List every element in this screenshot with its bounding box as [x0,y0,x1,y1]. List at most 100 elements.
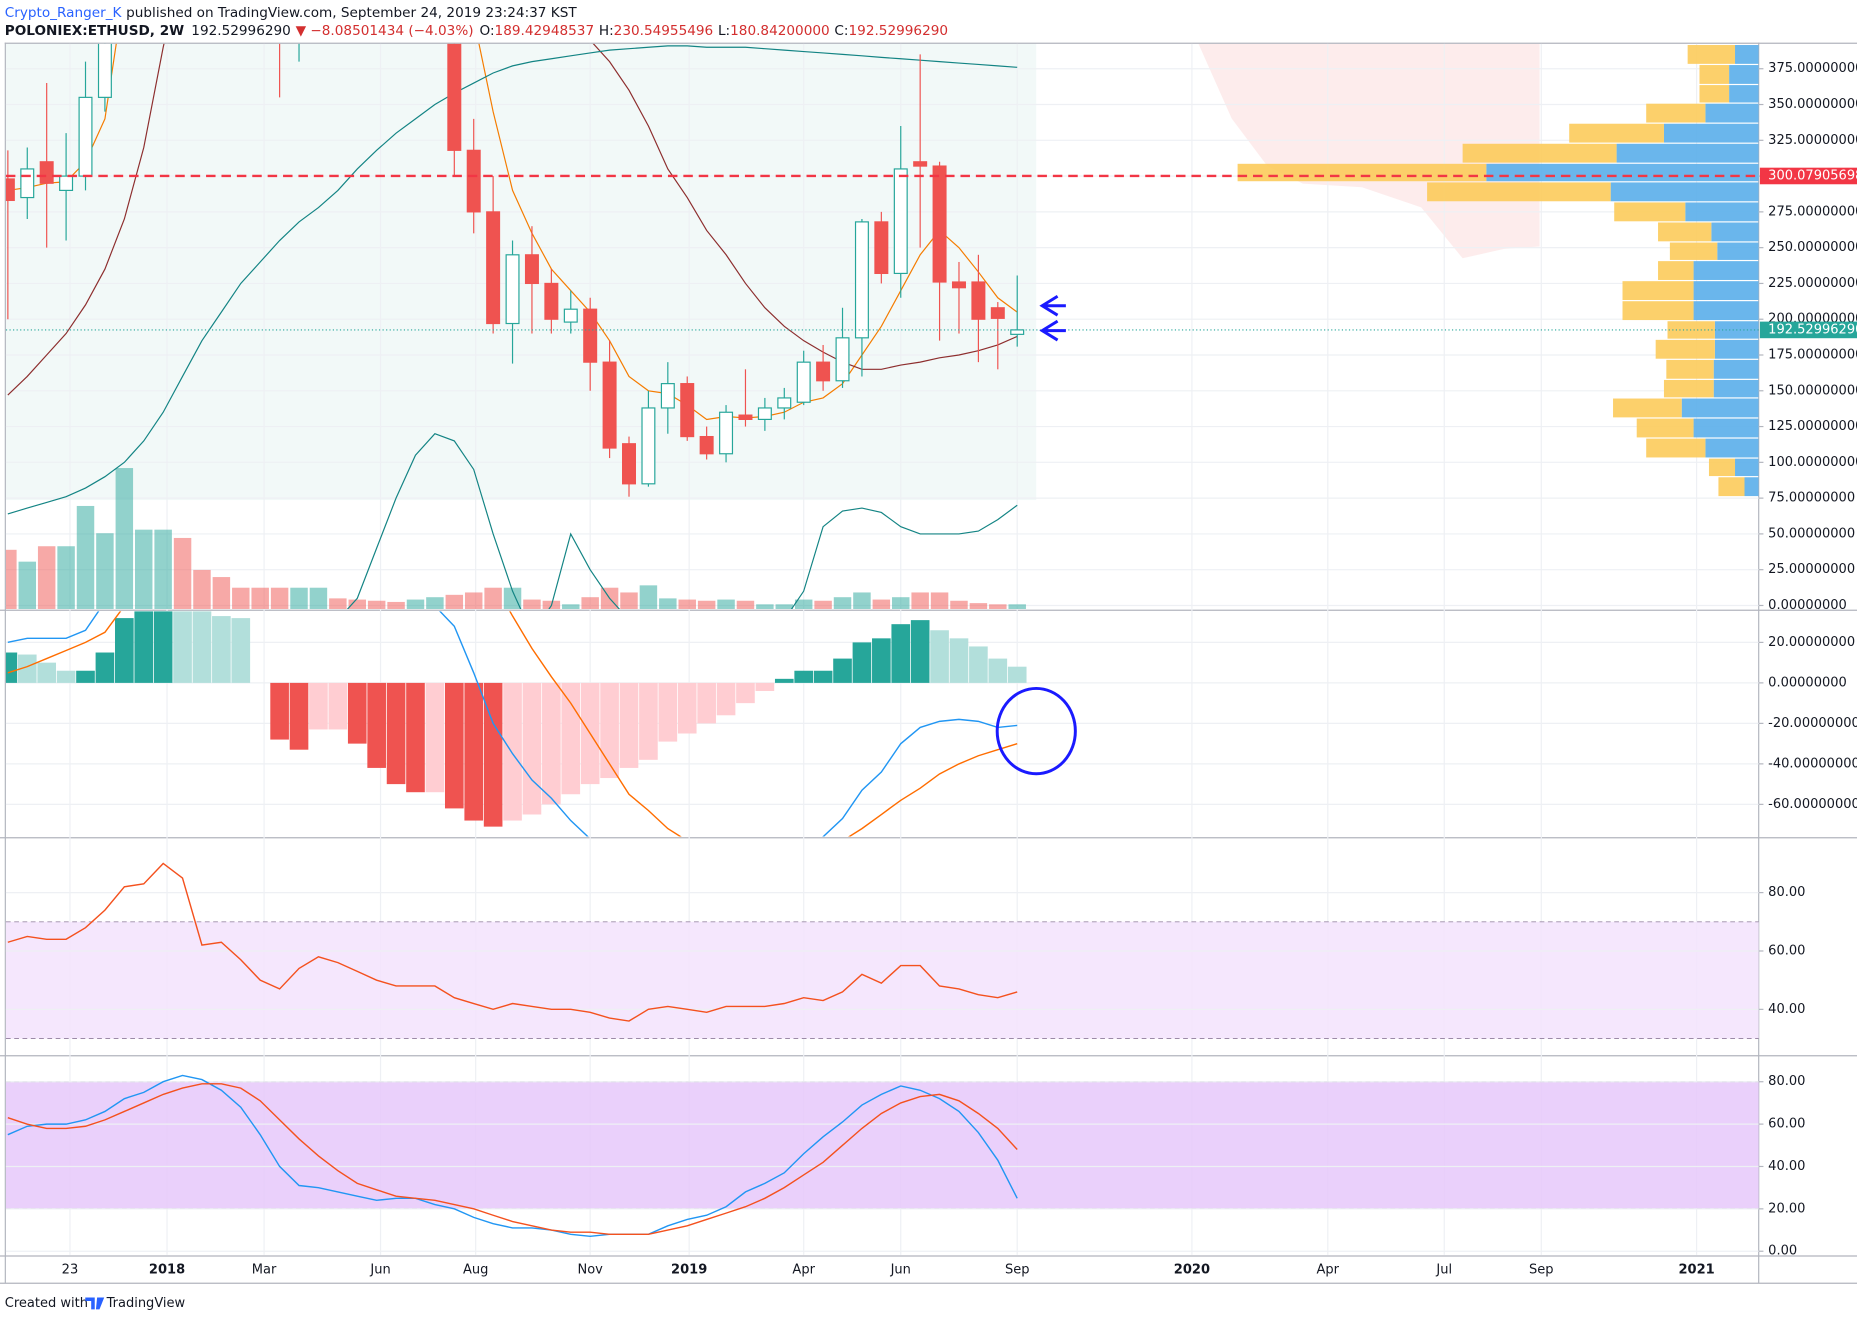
histogram-bar [115,618,134,683]
histogram-bar [736,682,755,704]
x-tick-label: Jun [369,1263,390,1278]
candle-body [893,168,908,275]
candle-body [97,43,112,98]
candle-body [78,96,93,177]
y-tick-label: 60.00 [1768,943,1805,958]
volume-bar [1008,604,1026,610]
volume-bar [969,603,988,610]
profile-bar [1622,281,1694,301]
profile-bar [1237,163,1487,182]
volume-bar [445,594,464,610]
y-tick-label: 80.00 [1768,1074,1805,1089]
change: ▼ −8.08501434 (−4.03%) [296,23,474,39]
profile-bar [1636,418,1694,438]
profile-bar [1693,261,1759,280]
pane [7,862,1018,1022]
volume-bar [426,597,444,610]
footer-brand[interactable]: TradingView [106,1296,186,1311]
candle-body [486,211,501,325]
candle-body [816,361,831,382]
ohlc-key: H: [599,23,614,39]
volume-bar [872,599,891,610]
y-tick-label: -60.00000000 [1768,797,1857,812]
circle-marker [995,686,1077,776]
profile-bar [1486,163,1759,182]
volume-bar [232,587,250,610]
volume-bar [756,604,774,610]
profile-bar [1713,359,1759,379]
profile-bar [1687,45,1736,64]
volume-bar [406,599,425,610]
ohlc-key: O: [480,23,495,39]
histogram-bar [5,652,18,683]
candle-body [835,337,850,382]
profile-bar [1613,398,1682,418]
profile-bar [1646,103,1706,123]
histogram-bar [639,682,658,760]
candle-body [583,308,598,363]
volume-bar [212,577,231,610]
profile-bar [1718,477,1745,497]
y-tick-label: 40.00 [1768,1002,1805,1017]
volume-bar [309,587,328,610]
volume-bar [678,599,696,610]
volume-bar [193,569,211,610]
profile-bar [1705,103,1759,123]
author[interactable]: Crypto_Ranger_K [5,5,123,21]
x-tick-label: Jul [1435,1263,1452,1278]
volume-bar [503,587,522,610]
price-label: 192.52996290 [1768,322,1857,337]
profile-bar [1735,45,1759,64]
candle-body [641,407,656,485]
volume-bar [794,599,813,610]
pane [5,43,1759,610]
volume-bar [57,546,75,610]
y-tick-label: 350.00000000 [1768,97,1857,112]
histogram-bar [794,670,814,683]
ohlc-value: 192.52996290 [849,23,949,39]
candle-body [505,254,520,325]
profile-bar [1655,339,1715,359]
ohlc-value: 189.42948537 [495,23,595,39]
candle-body [20,168,35,199]
volume-bar [833,597,852,610]
profile-bar [1735,458,1759,477]
profile-bar [1427,182,1611,202]
volume-bar [989,604,1007,610]
profile-bar [1658,261,1694,280]
profile-bar [1569,123,1664,143]
y-tick-label: 60.00 [1768,1117,1805,1132]
cloud-shading [1198,43,1540,259]
profile-bar [1714,339,1759,359]
histogram-bar [813,670,833,683]
price-label-box [1759,167,1857,185]
profile-bar [1616,143,1759,163]
histogram-bar [755,682,775,691]
ohlc-value: 180.84200000 [730,23,830,39]
histogram-bar [522,682,542,815]
x-tick-label: Sep [1005,1263,1030,1278]
candle-body [854,221,869,339]
profile-bar [1622,301,1694,321]
histogram-bar [386,682,406,785]
volume-bar [697,600,716,610]
y-tick-label: 50.00000000 [1768,526,1855,541]
profile-bar [1708,458,1736,477]
y-tick-label: 20.00000000 [1768,635,1855,650]
volume-bar [5,549,17,610]
histogram-bar [444,682,464,809]
x-tick-label: Apr [792,1263,815,1278]
published: published on TradingView.com, September … [126,5,577,21]
candle-body [951,281,966,289]
y-tick-label: 250.00000000 [1768,240,1857,255]
profile-bar [1744,477,1759,497]
profile-bar [1681,398,1759,418]
histogram-bar [231,618,251,683]
candle-body [5,178,15,202]
y-tick-label: 0.00 [1768,1244,1797,1259]
profile-bar [1699,65,1730,84]
profile-bar [1705,438,1759,458]
volume-bar [639,585,658,610]
